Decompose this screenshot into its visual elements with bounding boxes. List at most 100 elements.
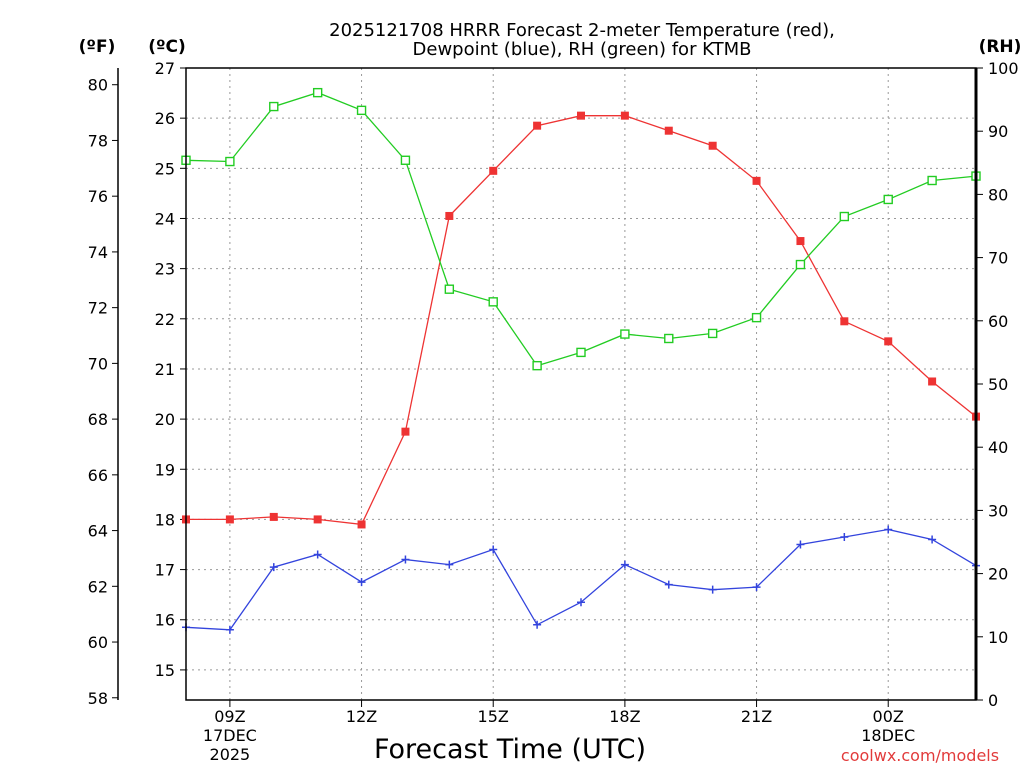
fahrenheit-tick-label: 80 bbox=[88, 76, 108, 95]
rh-point bbox=[839, 211, 850, 222]
x-axis-label: Forecast Time (UTC) bbox=[374, 734, 646, 765]
rh-tick-label: 30 bbox=[988, 501, 1008, 520]
rh-tick-label: 40 bbox=[988, 438, 1008, 457]
rh-tick-label: 50 bbox=[988, 375, 1008, 394]
rh-tick-label: 60 bbox=[988, 312, 1008, 331]
chart-title-line1: 2025121708 HRRR Forecast 2-meter Tempera… bbox=[329, 20, 835, 41]
rh-point bbox=[356, 105, 367, 116]
dewpoint-point bbox=[840, 532, 849, 541]
dewpoint-point bbox=[269, 563, 278, 572]
rh-point bbox=[400, 155, 411, 165]
chart-title-line2: Dewpoint (blue), RH (green) for KTMB bbox=[413, 39, 752, 60]
x-tick-label: 18Z bbox=[609, 707, 640, 726]
celsius-tick-label: 19 bbox=[155, 460, 175, 479]
temperature-point bbox=[752, 176, 761, 185]
fahrenheit-tick-label: 58 bbox=[88, 689, 108, 708]
rh-tick-label: 90 bbox=[988, 122, 1008, 141]
temperature-point bbox=[884, 337, 893, 346]
rh-point bbox=[312, 87, 323, 98]
rh-point bbox=[751, 312, 762, 323]
data-series bbox=[181, 87, 981, 634]
temperature-point bbox=[401, 427, 410, 436]
temperature-point bbox=[313, 515, 322, 524]
temperature-point bbox=[620, 111, 629, 120]
temperature-point bbox=[664, 126, 673, 135]
dewpoint-point bbox=[577, 598, 585, 607]
dewpoint-point bbox=[708, 585, 717, 594]
temperature-line bbox=[186, 115, 977, 526]
dewpoint-point bbox=[664, 580, 673, 589]
celsius-tick-label: 23 bbox=[155, 260, 175, 279]
rh-tick-label: 70 bbox=[988, 249, 1008, 268]
dewpoint-point bbox=[225, 625, 234, 634]
dewpoint-point bbox=[533, 620, 542, 629]
rh-point bbox=[444, 284, 455, 294]
fahrenheit-tick-label: 70 bbox=[88, 354, 108, 373]
rh-tick-label: 0 bbox=[988, 691, 998, 710]
dewpoint-point bbox=[796, 540, 805, 549]
dewpoint-point bbox=[752, 583, 761, 592]
temperature-point bbox=[445, 211, 454, 220]
fahrenheit-tick-label: 74 bbox=[88, 243, 108, 262]
temperature-point bbox=[928, 377, 937, 386]
celsius-tick-label: 16 bbox=[155, 611, 175, 630]
x-tick-date-label: 18DEC bbox=[861, 726, 915, 745]
rh-point bbox=[576, 347, 586, 358]
celsius-unit-label: (ºC) bbox=[148, 37, 186, 57]
dewpoint-point bbox=[928, 535, 937, 544]
rh-point bbox=[269, 101, 279, 112]
celsius-tick-label: 26 bbox=[155, 109, 175, 128]
rh-point bbox=[707, 328, 718, 339]
rh-tick-label: 100 bbox=[988, 59, 1019, 78]
fahrenheit-tick-label: 66 bbox=[88, 466, 108, 485]
rh-point bbox=[620, 329, 630, 339]
series-rh bbox=[181, 87, 981, 371]
series-dewpoint bbox=[182, 525, 980, 634]
rh-tick-label: 80 bbox=[988, 185, 1008, 204]
rh-line bbox=[185, 91, 977, 367]
fahrenheit-tick-label: 76 bbox=[88, 187, 108, 206]
fahrenheit-tick-label: 72 bbox=[88, 299, 108, 318]
temperature-point bbox=[225, 515, 234, 524]
x-tick-label: 12Z bbox=[346, 707, 377, 726]
x-tick-label: 15Z bbox=[478, 707, 509, 726]
dewpoint-point bbox=[357, 578, 366, 587]
x-tick-label: 00Z bbox=[873, 707, 904, 726]
series-temperature bbox=[182, 111, 980, 529]
dewpoint-point bbox=[313, 550, 322, 559]
dewpoint-point bbox=[445, 560, 454, 569]
celsius-tick-label: 21 bbox=[155, 360, 175, 379]
x-tick-date-label: 17DEC bbox=[203, 726, 257, 745]
fahrenheit-tick-label: 78 bbox=[88, 131, 108, 150]
celsius-tick-label: 22 bbox=[155, 310, 175, 329]
rh-point bbox=[488, 297, 498, 307]
temperature-point bbox=[840, 317, 849, 326]
celsius-tick-label: 15 bbox=[155, 661, 175, 680]
temperature-point bbox=[357, 520, 366, 529]
dewpoint-point bbox=[620, 560, 629, 569]
x-tick-year-label: 2025 bbox=[210, 745, 251, 764]
celsius-tick-label: 20 bbox=[155, 410, 175, 429]
dewpoint-point bbox=[884, 525, 893, 534]
x-tick-label: 09Z bbox=[214, 707, 245, 726]
fahrenheit-unit-label: (ºF) bbox=[79, 37, 116, 57]
rh-unit-label: (RH) bbox=[979, 37, 1022, 57]
celsius-tick-label: 18 bbox=[155, 510, 175, 529]
fahrenheit-tick-label: 60 bbox=[88, 633, 108, 652]
rh-point bbox=[664, 333, 674, 344]
rh-point bbox=[883, 194, 893, 205]
celsius-tick-label: 24 bbox=[155, 209, 175, 228]
credit-text: coolwx.com/models bbox=[841, 746, 999, 765]
fahrenheit-tick-label: 62 bbox=[88, 577, 108, 596]
fahrenheit-tick-label: 68 bbox=[88, 410, 108, 429]
x-tick-label: 21Z bbox=[741, 707, 772, 726]
temperature-point bbox=[708, 141, 717, 150]
fahrenheit-tick-label: 64 bbox=[88, 522, 108, 541]
rh-point bbox=[225, 156, 235, 167]
temperature-point bbox=[533, 121, 542, 130]
temperature-point bbox=[489, 166, 498, 175]
rh-point bbox=[795, 259, 806, 270]
celsius-tick-label: 27 bbox=[155, 59, 175, 78]
dewpoint-point bbox=[489, 545, 498, 554]
